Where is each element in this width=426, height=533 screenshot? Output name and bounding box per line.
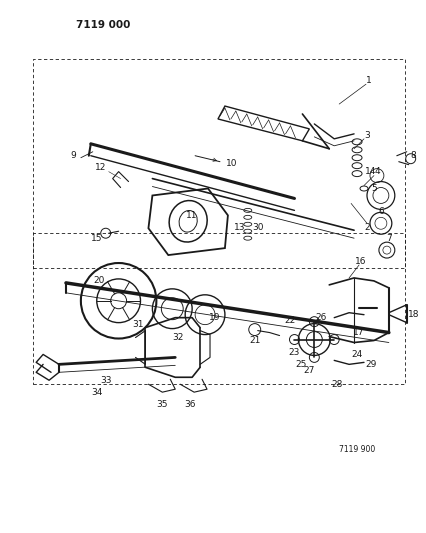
Text: 32: 32 — [172, 333, 184, 342]
Text: 24: 24 — [351, 350, 362, 359]
Text: 17: 17 — [352, 328, 364, 337]
Text: 18: 18 — [407, 310, 418, 319]
Text: 31: 31 — [132, 320, 144, 329]
Text: 8: 8 — [410, 151, 416, 160]
Text: 4: 4 — [373, 167, 379, 176]
Text: 36: 36 — [184, 400, 196, 409]
Text: 7: 7 — [385, 233, 391, 243]
Text: 12: 12 — [95, 163, 106, 172]
Text: 26: 26 — [315, 313, 326, 322]
Text: 29: 29 — [364, 360, 376, 369]
Text: 10: 10 — [226, 159, 237, 168]
Text: 20: 20 — [93, 277, 104, 285]
Text: 15: 15 — [91, 233, 102, 243]
Text: 13: 13 — [233, 223, 245, 232]
Text: 19: 19 — [209, 313, 220, 322]
Text: 7119 900: 7119 900 — [338, 445, 374, 454]
Text: 22: 22 — [283, 316, 294, 325]
Text: 6: 6 — [377, 207, 383, 216]
Text: 5: 5 — [370, 184, 376, 193]
Text: 21: 21 — [248, 336, 260, 345]
Text: 28: 28 — [331, 379, 342, 389]
Text: 2: 2 — [363, 223, 369, 232]
Text: 35: 35 — [156, 400, 168, 409]
Text: 23: 23 — [288, 348, 299, 357]
Text: 16: 16 — [354, 256, 366, 265]
Text: 30: 30 — [251, 223, 263, 232]
Text: 11: 11 — [186, 211, 197, 220]
Text: 7119 000: 7119 000 — [76, 20, 130, 30]
Text: 34: 34 — [91, 387, 102, 397]
Text: 9: 9 — [70, 151, 76, 160]
Text: 27: 27 — [303, 366, 314, 375]
Text: 25: 25 — [295, 360, 306, 369]
Text: 3: 3 — [363, 131, 369, 140]
Text: 1: 1 — [365, 76, 371, 85]
Text: 33: 33 — [100, 376, 111, 385]
Text: 14: 14 — [364, 167, 376, 176]
